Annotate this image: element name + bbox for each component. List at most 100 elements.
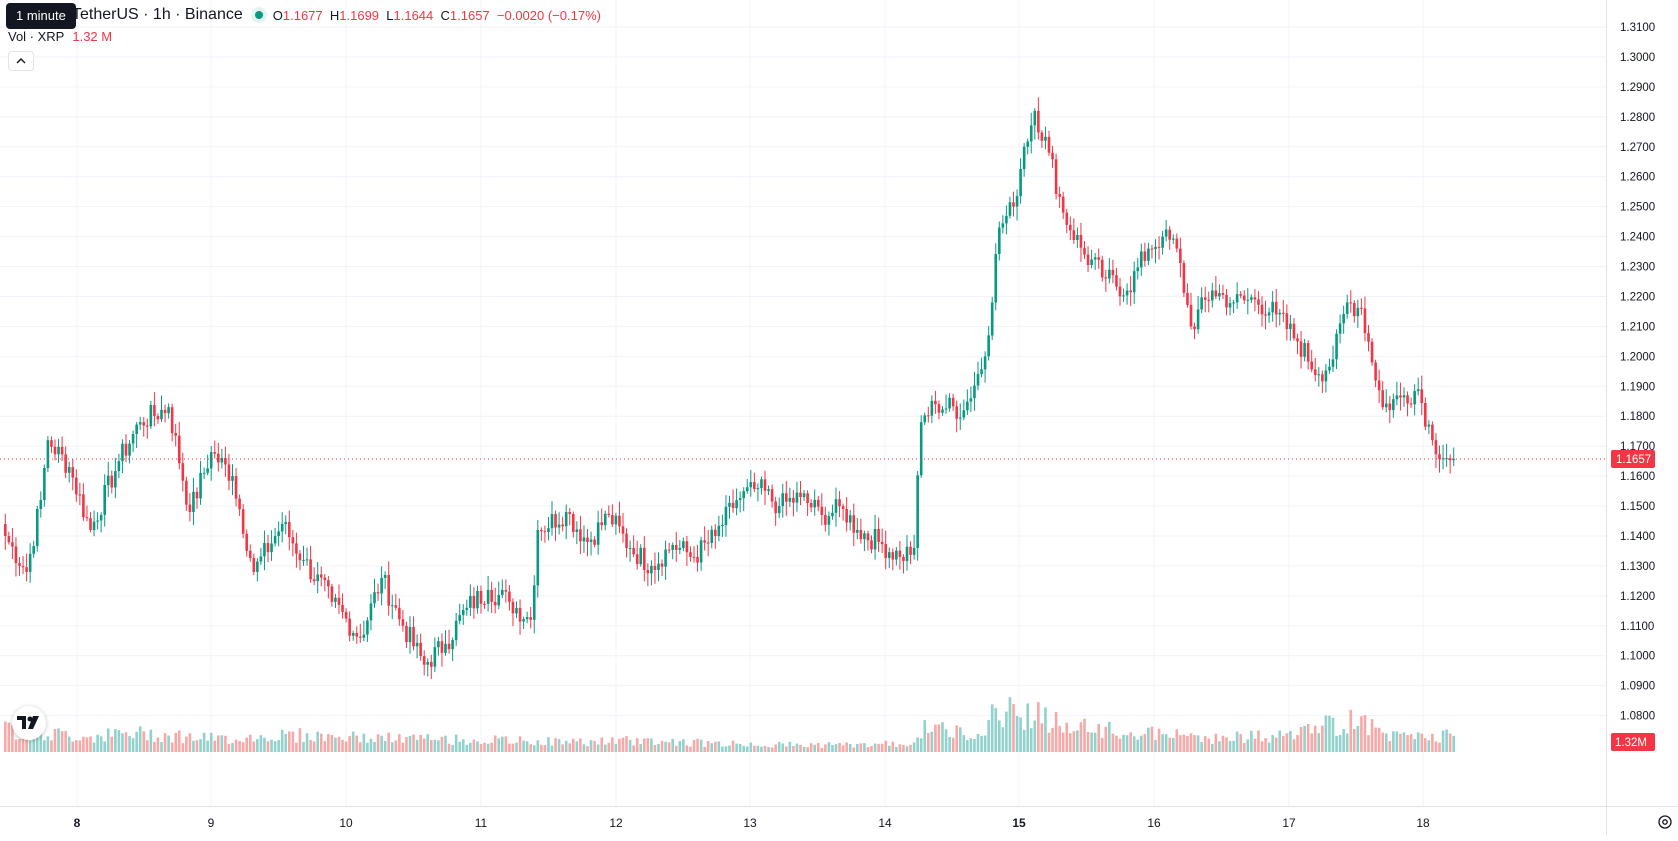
candle xyxy=(557,512,561,535)
candle xyxy=(131,430,135,453)
candle xyxy=(1434,433,1438,468)
candle xyxy=(1079,222,1083,262)
candlestick-chart[interactable] xyxy=(0,0,1606,806)
chart-pane[interactable]: TetherUS · 1h · Binance O1.1677 H1.1699 … xyxy=(0,0,1606,806)
collapse-legend-button[interactable] xyxy=(8,51,34,71)
volume-bar xyxy=(706,741,710,752)
volume-bar xyxy=(458,741,461,752)
price-tick-label: 1.2400 xyxy=(1620,232,1655,244)
volume-bar xyxy=(1289,731,1292,752)
volume-bar xyxy=(657,743,660,752)
volume-bar xyxy=(160,742,163,752)
chart-settings-button[interactable] xyxy=(1606,806,1678,835)
candle xyxy=(295,532,298,568)
volume-bar xyxy=(930,731,934,752)
volume-bar xyxy=(376,734,380,752)
volume-bar xyxy=(1175,729,1179,752)
candle xyxy=(323,574,327,592)
price-axis[interactable]: 1.3100 1.3000 1.2900 1.2800 1.2700 1.2600 1.25… xyxy=(1606,0,1678,806)
candle xyxy=(696,544,699,572)
candle xyxy=(603,510,607,531)
candle xyxy=(71,459,75,491)
candle xyxy=(1214,276,1218,300)
volume-bar xyxy=(745,746,749,752)
candle xyxy=(380,566,383,606)
volume-bar xyxy=(1246,739,1250,752)
candle xyxy=(816,495,820,512)
candle xyxy=(710,525,714,549)
symbol-title[interactable]: TetherUS · 1h · Binance xyxy=(72,6,243,23)
time-axis[interactable]: 8 9 10 11 12 13 14 15 16 17 18 xyxy=(0,806,1606,835)
volume-bar xyxy=(614,744,618,752)
volume-bar xyxy=(1200,742,1203,752)
candle xyxy=(401,610,405,632)
volume-bar xyxy=(547,737,550,752)
volume-bar xyxy=(1196,735,1200,752)
volume-bar xyxy=(92,742,96,752)
candle xyxy=(575,521,579,545)
candle xyxy=(941,406,944,416)
candle xyxy=(217,442,220,472)
candle xyxy=(177,421,181,470)
candle xyxy=(32,540,35,558)
volume-bar xyxy=(188,733,192,752)
volume-bar xyxy=(525,741,529,752)
candle xyxy=(540,527,543,541)
volume-bar xyxy=(572,738,575,752)
candle xyxy=(1019,158,1022,204)
volume-bar xyxy=(163,733,167,752)
volume-bar xyxy=(412,734,415,752)
candle xyxy=(1012,191,1015,217)
candle xyxy=(1100,255,1104,282)
symbol-legend[interactable]: TetherUS · 1h · Binance O1.1677 H1.1699 … xyxy=(8,6,601,24)
volume-bar xyxy=(518,736,522,752)
volume-bar xyxy=(834,744,838,752)
candle xyxy=(536,520,540,598)
candle xyxy=(1161,230,1164,255)
candle xyxy=(639,544,643,567)
market-status-icon[interactable] xyxy=(250,7,267,23)
candle xyxy=(238,494,241,516)
candle xyxy=(1005,205,1008,235)
candle xyxy=(827,511,831,536)
price-change: −0.0020 (−0.17%) xyxy=(496,7,601,23)
volume-bar xyxy=(224,735,227,752)
candle xyxy=(1179,237,1182,278)
candle xyxy=(1452,447,1455,467)
time-tick-label: 17 xyxy=(1282,816,1296,830)
candle xyxy=(138,416,142,430)
volume-bar xyxy=(1171,737,1175,752)
volume-bar xyxy=(799,744,802,752)
volume-bar xyxy=(827,742,831,752)
candle xyxy=(806,490,809,516)
volume-bar xyxy=(85,737,89,752)
volume-bar xyxy=(39,725,43,752)
volume-bar xyxy=(273,741,277,752)
volume-bar xyxy=(238,741,241,752)
volume-bar xyxy=(635,738,639,752)
candle xyxy=(632,535,635,558)
volume-bar xyxy=(1221,735,1225,752)
candle xyxy=(99,512,103,533)
candle xyxy=(547,516,550,541)
candle xyxy=(476,585,479,614)
candle xyxy=(412,616,415,651)
volume-bar xyxy=(625,736,628,752)
candle xyxy=(1413,384,1416,416)
volume-bar xyxy=(1406,735,1409,752)
volume-bar xyxy=(895,747,898,752)
volume-bar xyxy=(18,739,21,752)
volume-bar xyxy=(309,739,312,752)
volume-bar xyxy=(241,742,245,752)
candle xyxy=(1122,288,1125,302)
candle xyxy=(408,616,412,654)
volume-bar xyxy=(1306,723,1310,752)
tradingview-logo-icon[interactable] xyxy=(12,706,46,740)
candle xyxy=(724,495,728,537)
candle xyxy=(1029,112,1033,154)
volume-legend[interactable]: Vol · XRP 1.32 M xyxy=(8,29,112,44)
candle xyxy=(905,535,909,571)
volume-bar xyxy=(266,741,270,752)
candle xyxy=(259,547,263,565)
volume-bar xyxy=(472,739,476,752)
